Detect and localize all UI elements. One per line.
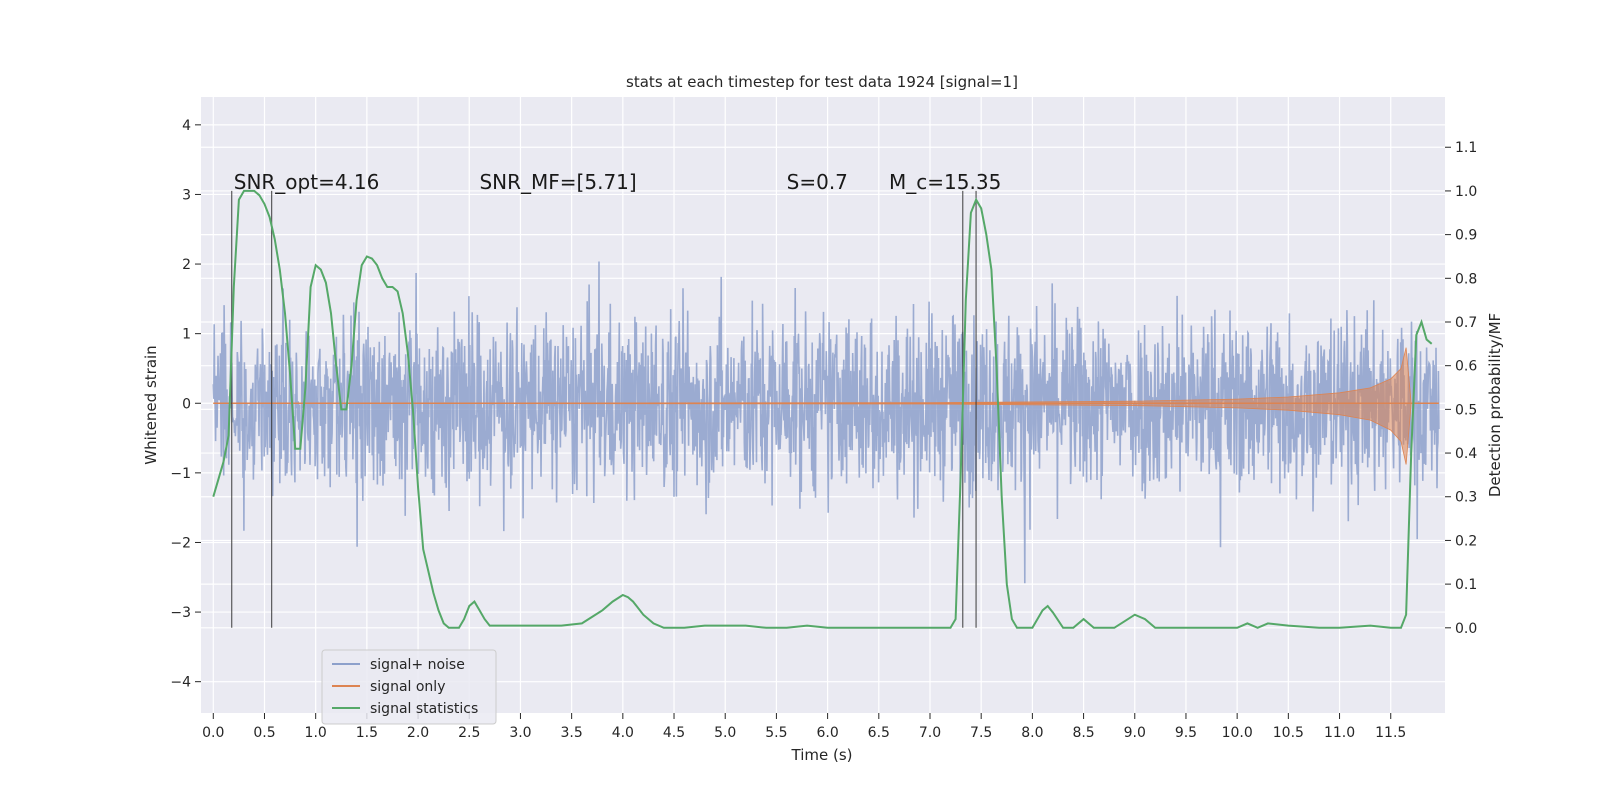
y2-tick-label: 0.7 [1455, 315, 1477, 331]
x-tick-label: 10.5 [1273, 725, 1304, 741]
x-tick-label: 3.0 [509, 725, 531, 741]
y2-tick-label: 0.5 [1455, 402, 1477, 418]
legend-label-signal-plus-noise: signal+ noise [370, 657, 465, 673]
x-tick-label: 0.0 [202, 725, 224, 741]
annotation-text: M_c=15.35 [889, 170, 1001, 194]
y-tick-label: 1 [182, 327, 191, 343]
y2-tick-label: 0.8 [1455, 271, 1477, 287]
annotation-text: SNR_MF=[5.71] [479, 170, 636, 194]
legend-label-signal-statistics: signal statistics [370, 701, 478, 717]
y2-tick-label: 1.0 [1455, 184, 1477, 200]
x-tick-label: 1.5 [356, 725, 378, 741]
y2-tick-label: 0.0 [1455, 621, 1477, 637]
y-tick-label: 0 [182, 396, 191, 412]
x-tick-label: 5.5 [765, 725, 787, 741]
signal-statistics-series [212, 189, 1433, 629]
x-tick-label: 6.5 [868, 725, 890, 741]
x-tick-label: 7.5 [970, 725, 992, 741]
y-tick-label: −1 [170, 466, 191, 482]
y2-tick-label: 0.9 [1455, 228, 1477, 244]
y-tick-label: 4 [182, 118, 191, 134]
x-tick-label: 0.5 [253, 725, 275, 741]
y-tick-label: 3 [182, 187, 191, 203]
x-axis-label: Time (s) [791, 746, 853, 764]
y2-tick-label: 1.1 [1455, 140, 1477, 156]
x-tick-label: 10.0 [1222, 725, 1253, 741]
chart-title: stats at each timestep for test data 192… [626, 73, 1018, 91]
annotation-text: SNR_opt=4.16 [234, 170, 380, 194]
x-tick-label: 2.0 [407, 725, 429, 741]
y2-tick-label: 0.1 [1455, 577, 1477, 593]
y2-axis-label: Detection probability/MF [1486, 313, 1504, 497]
y-tick-label: −2 [170, 535, 191, 551]
x-axis: 0.0 0.5 1.0 1.5 2.0 2.5 3.0 3.5 4.0 4.5 5.0 5.5 6.0 6… [202, 713, 1406, 741]
x-tick-label: 9.0 [1124, 725, 1146, 741]
annotation-text: S=0.7 [787, 170, 848, 194]
x-tick-label: 4.0 [612, 725, 634, 741]
y-tick-label: 2 [182, 257, 191, 273]
x-tick-label: 5.0 [714, 725, 736, 741]
legend: signal+ noise signal only signal statist… [321, 649, 497, 725]
y2-tick-label: 0.2 [1455, 533, 1477, 549]
y-tick-label: −4 [170, 675, 191, 691]
signal-only-series [213, 347, 1439, 465]
y2-tick-label: 0.4 [1455, 446, 1477, 462]
legend-label-signal-only: signal only [370, 679, 445, 695]
x-tick-label: 4.5 [663, 725, 685, 741]
x-tick-label: 1.0 [305, 725, 327, 741]
left-axis: −4 −3 −2 −1 0 1 2 3 4 [170, 118, 201, 691]
x-tick-label: 7.0 [919, 725, 941, 741]
right-axis: 0.0 0.1 0.2 0.3 0.4 0.5 0.6 0.7 0.8 0.9 1.0 1.1 [1445, 140, 1477, 637]
signal-statistics-line [212, 189, 1433, 629]
y2-tick-label: 0.3 [1455, 490, 1477, 506]
x-tick-label: 2.5 [458, 725, 480, 741]
signal-plus-noise-series [212, 261, 1440, 584]
x-tick-label: 8.0 [1021, 725, 1043, 741]
x-tick-label: 9.5 [1175, 725, 1197, 741]
signal-plus-noise-line [212, 261, 1440, 584]
y-tick-label: −3 [170, 605, 191, 621]
x-tick-label: 8.5 [1072, 725, 1094, 741]
x-tick-label: 3.5 [561, 725, 583, 741]
x-tick-label: 6.0 [816, 725, 838, 741]
annotations: SNR_opt=4.16 SNR_MF=[5.71] S=0.7 M_c=15.35 [234, 170, 1002, 194]
x-tick-label: 11.0 [1324, 725, 1355, 741]
y2-tick-label: 0.6 [1455, 359, 1477, 375]
x-tick-label: 11.5 [1375, 725, 1406, 741]
legend-box [321, 649, 497, 725]
y-axis-label: Whitened strain [142, 345, 160, 464]
